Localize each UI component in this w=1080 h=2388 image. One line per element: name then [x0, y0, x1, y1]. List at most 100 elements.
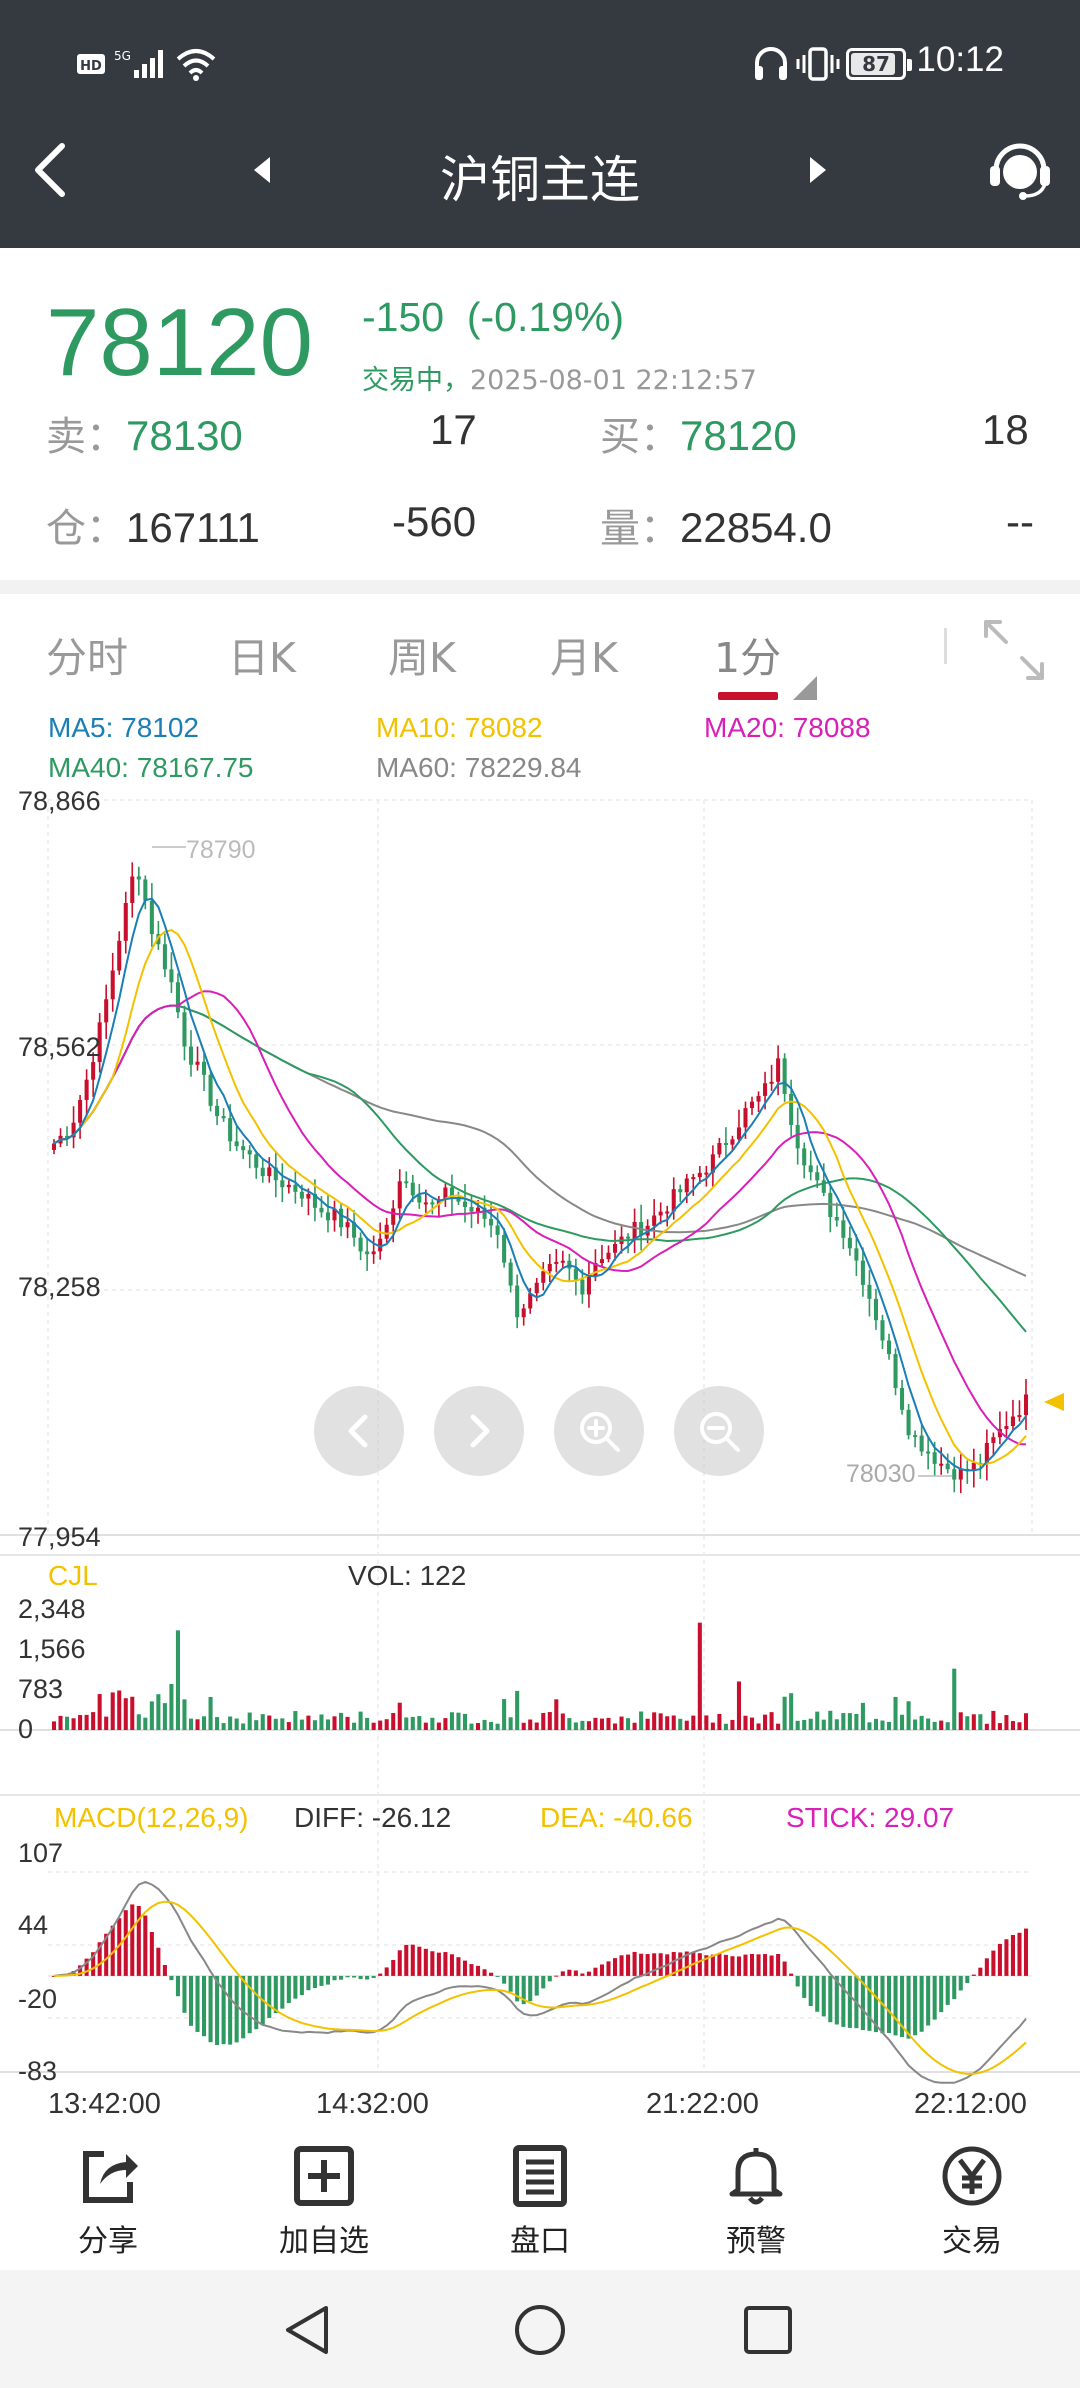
volume-bar — [704, 1715, 709, 1730]
volume-bar — [652, 1712, 657, 1730]
candle-body — [704, 1172, 709, 1175]
time-axis-3: 22:12:00 — [914, 2088, 1027, 2120]
macd-axis-3: -83 — [18, 2056, 58, 2086]
macd-stick-bar — [789, 1973, 794, 1976]
5g-signal-icon: 5G — [112, 44, 172, 84]
volume-bar — [528, 1719, 533, 1730]
macd-stick-bar — [156, 1947, 161, 1976]
tab-monthly-k[interactable]: 月K — [550, 634, 618, 682]
chart-scroll-right-button[interactable] — [434, 1386, 524, 1476]
volume-bar — [645, 1718, 650, 1730]
macd-stick-bar — [436, 1952, 441, 1976]
candle-body — [606, 1252, 611, 1260]
time-axis-0: 13:42:00 — [48, 2088, 161, 2120]
tab-dropdown-indicator[interactable] — [793, 676, 817, 700]
candle-body — [469, 1207, 474, 1212]
candle-body — [769, 1081, 774, 1084]
candle-body — [573, 1268, 578, 1280]
macd-stick-bar — [208, 1975, 213, 2043]
volume-bar — [469, 1723, 474, 1730]
volume-bar — [162, 1703, 167, 1730]
candle-body — [521, 1308, 526, 1318]
system-home-button[interactable] — [510, 2300, 570, 2360]
status-clock: 10:12 — [916, 40, 1004, 79]
chart-zoom-in-button[interactable] — [554, 1386, 644, 1476]
volume-bar — [691, 1715, 696, 1730]
volume-bar — [769, 1712, 774, 1730]
macd-stick-bar — [632, 1951, 637, 1976]
zoom-out-icon — [700, 1412, 740, 1452]
trading-status: 交易中，2025-08-01 22:12:57 — [362, 358, 757, 397]
prev-contract-button[interactable] — [222, 130, 302, 210]
candle-body — [84, 1079, 89, 1100]
volume-bar — [965, 1716, 970, 1730]
trade-button[interactable]: 交易 — [892, 2144, 1052, 2268]
volume-bar — [338, 1712, 344, 1730]
alert-button[interactable]: 预警 — [676, 2144, 836, 2268]
volume-bar — [606, 1717, 611, 1730]
macd-stick-bar — [352, 1975, 357, 1978]
volume-bar — [391, 1713, 396, 1730]
bottom-action-bar: 分享 加自选 盘口 预警 交易 — [0, 2128, 1080, 2270]
macd-stick-bar — [462, 1960, 468, 1976]
candle-body — [723, 1143, 728, 1146]
system-back-button[interactable] — [278, 2300, 338, 2360]
volume-bar — [893, 1696, 898, 1730]
customer-service-button[interactable] — [980, 130, 1060, 210]
macd-stick-bar — [312, 1975, 317, 1989]
volume-bar — [182, 1699, 187, 1730]
candle-body — [215, 1105, 220, 1117]
macd-stick-bar — [906, 1975, 911, 2039]
trade-label: 交易 — [942, 2224, 1002, 2259]
volume-bar — [110, 1692, 115, 1730]
headphones-icon — [752, 44, 790, 84]
volume-bar — [247, 1712, 252, 1730]
back-button[interactable] — [10, 130, 90, 210]
candle-body — [502, 1234, 507, 1263]
tab-1min[interactable]: 1分 — [714, 634, 782, 682]
macd-stick-bar — [443, 1952, 448, 1976]
quote-panel: 78120 -150 (-0.19%) 交易中，2025-08-01 22:12… — [0, 248, 1080, 580]
macd-stick-bar — [136, 1906, 141, 1976]
tab-weekly-k[interactable]: 周K — [388, 634, 456, 682]
candle-body — [939, 1463, 944, 1466]
macd-stick: STICK: 29.07 — [786, 1802, 955, 1833]
order-book-button[interactable]: 盘口 — [460, 2144, 620, 2268]
candle-body — [547, 1263, 552, 1272]
volume-bar — [384, 1719, 389, 1730]
kline-chart[interactable] — [0, 780, 1080, 2130]
volume-bar — [78, 1715, 83, 1730]
candle-body — [710, 1154, 715, 1173]
macd-stick-bar — [215, 1975, 220, 2046]
candle-body — [143, 879, 148, 901]
system-recents-button[interactable] — [738, 2300, 798, 2360]
add-watchlist-button[interactable]: 加自选 — [244, 2144, 404, 2268]
candle-body — [371, 1251, 376, 1255]
macd-stick-bar — [586, 1971, 591, 1976]
tab-daily-k[interactable]: 日K — [228, 634, 296, 682]
chart-scroll-left-button[interactable] — [314, 1386, 404, 1476]
candle-body — [169, 969, 174, 983]
candle-body — [267, 1167, 272, 1177]
volume-bar — [984, 1723, 989, 1730]
macd-stick-bar — [736, 1956, 742, 1976]
macd-stick-bar — [567, 1969, 572, 1976]
volume-bar — [860, 1702, 865, 1730]
low-mark-label: 78030 — [846, 1460, 916, 1488]
candle-body — [462, 1201, 468, 1208]
macd-stick-bar — [808, 1975, 813, 2007]
candle-body — [958, 1468, 963, 1480]
volume-bar — [763, 1714, 768, 1730]
tab-separator — [944, 628, 947, 664]
share-button[interactable]: 分享 — [28, 2144, 188, 2268]
macd-stick-bar — [580, 1973, 585, 1976]
order-book-icon — [513, 2145, 567, 2207]
next-contract-button[interactable] — [778, 130, 858, 210]
macd-stick-bar — [365, 1975, 370, 1980]
fullscreen-button[interactable] — [978, 614, 1050, 686]
chart-zoom-out-button[interactable] — [674, 1386, 764, 1476]
candle-body — [130, 876, 135, 903]
volume-bar — [149, 1701, 154, 1730]
tab-timeshare[interactable]: 分时 — [46, 634, 128, 682]
candle-body — [91, 1062, 96, 1080]
